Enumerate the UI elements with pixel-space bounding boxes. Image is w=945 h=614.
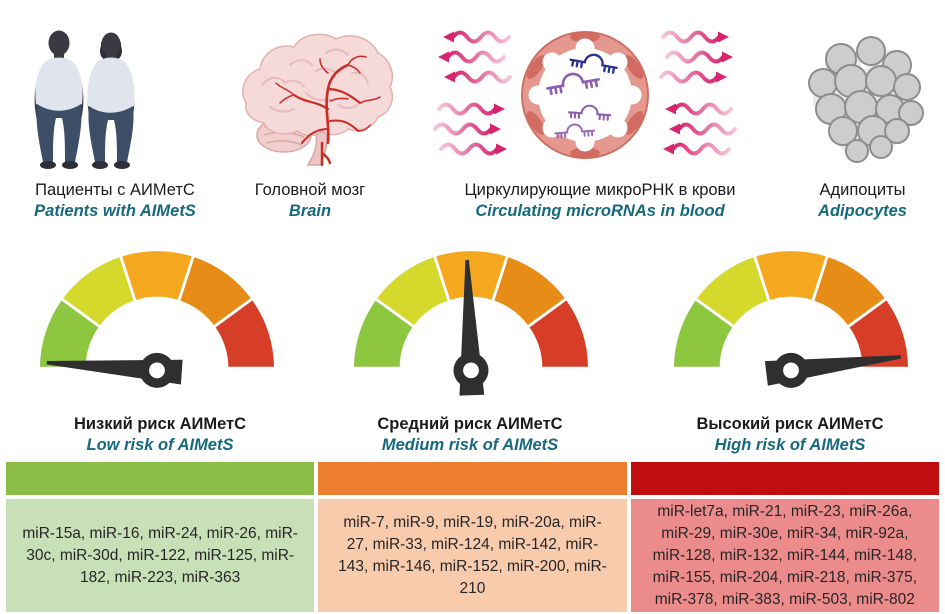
gauge-medium-risk [351, 248, 591, 396]
header-cell-medium [318, 462, 627, 495]
mirna-illustration [433, 29, 737, 159]
caption-patients: Пациенты с АИМетС Patients with AIMetS [5, 180, 225, 222]
arrow-left-icon [441, 29, 511, 45]
caption-brain-ru: Головной мозг [254, 181, 366, 199]
gauge-low-risk [37, 248, 277, 388]
label-medium-risk-en: Medium risk of AIMetS [381, 436, 559, 454]
label-high-risk-en: High risk of AIMetS [714, 436, 866, 454]
label-low-risk-en: Low risk of AIMetS [86, 436, 234, 454]
label-low-risk-ru: Низкий риск АИМетС [73, 415, 247, 433]
caption-brain-en: Brain [288, 202, 332, 220]
caption-patients-ru: Пациенты с АИМетС [35, 181, 195, 199]
table-header-band [6, 462, 939, 495]
header-cell-low [6, 462, 315, 495]
gauge-high-risk [671, 248, 911, 388]
caption-adipocytes: Адипоциты Adipocytes [780, 180, 945, 222]
caption-mirna-ru: Циркулирующие микроРНК в крови [464, 181, 736, 199]
caption-brain: Головной мозг Brain [225, 180, 395, 222]
adipocytes-illustration [808, 36, 924, 163]
label-high-risk-ru: Высокий риск АИМетС [696, 415, 884, 433]
label-low-risk: Низкий риск АИМетС Low risk of AIMetS [30, 414, 290, 456]
header-cell-high [630, 462, 939, 495]
mirna-cell-high: miR-let7a, miR-21, miR-23, miR-26a, miR-… [630, 499, 939, 612]
mirna-cell-medium: miR-7, miR-9, miR-19, miR-20a, miR-27, m… [318, 499, 627, 612]
caption-adipocytes-en: Adipocytes [818, 202, 907, 220]
gauge-needle [453, 259, 489, 396]
brain-illustration [242, 33, 394, 167]
label-medium-risk-ru: Средний риск АИМетС [377, 415, 563, 433]
mirna-cell-low: miR-15a, miR-16, miR-24, miR-26, miR-30c… [6, 499, 315, 612]
patients-illustration [34, 30, 135, 169]
caption-mirna: Циркулирующие микроРНК в крови Circulati… [440, 180, 760, 222]
caption-patients-en: Patients with AIMetS [34, 202, 196, 220]
mirna-table: miR-15a, miR-16, miR-24, miR-26, miR-30c… [6, 499, 939, 612]
arrow-right-icon [437, 101, 507, 117]
label-medium-risk: Средний риск АИМетС Medium risk of AIMet… [340, 414, 600, 456]
label-high-risk: Высокий риск АИМетС High risk of AIMetS [650, 414, 930, 456]
caption-adipocytes-ru: Адипоциты [819, 181, 906, 199]
gauge-needle [764, 352, 901, 388]
caption-mirna-en: Circulating microRNAs in blood [475, 202, 725, 220]
blood-vessel [521, 31, 649, 159]
gauge-needle [46, 352, 183, 388]
